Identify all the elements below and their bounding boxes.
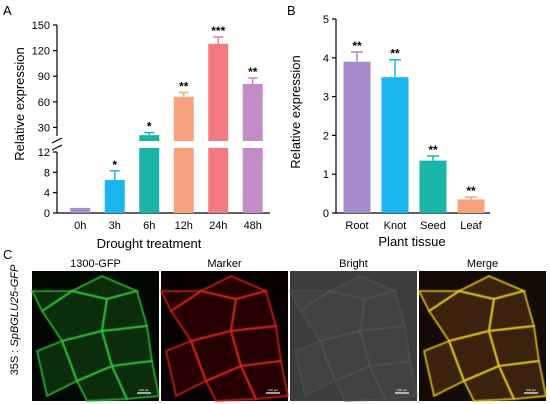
chart-a: A Relative expression Drought treatment …: [3, 3, 270, 251]
scale-bar-label: 100 µm: [268, 388, 279, 392]
chart-a-bar: [242, 83, 263, 141]
construct-label-gene: SpBGLU25-GFP: [9, 264, 21, 347]
chart-a-bars: [70, 36, 263, 213]
chart-b-bar: [381, 77, 409, 213]
chart-b-tick-labels: 0 1 2 3 4 5 ** Root ** Knot ** Seed ** Leaf: [323, 14, 483, 232]
micrograph-title: Bright: [339, 258, 368, 270]
scale-bar-label: 100 µm: [397, 388, 408, 392]
chart-a-bar-lower: [139, 148, 160, 213]
chart-a-y-tick-label: 150: [32, 20, 50, 32]
cell-outline: [110, 360, 160, 400]
chart-b-x-tick-label: Knot: [384, 220, 407, 232]
chart-b-x-axis-title: Plant tissue: [378, 234, 445, 249]
chart-b-significance: **: [390, 47, 400, 61]
micrograph-cells: [30, 275, 160, 402]
chart-a-significance: *: [147, 120, 152, 134]
micrograph-title: Marker: [207, 258, 242, 270]
chart-a-y-tick-label: 12: [38, 147, 50, 159]
micrograph-title: Merge: [467, 258, 498, 270]
micrograph-cells: [159, 275, 289, 402]
chart-b: B Relative expression Plant tissue 0 1 2 3 4…: [287, 3, 490, 249]
chart-a-significance: *: [112, 158, 117, 172]
panel-c-microscopy: C 35S : SpBGLU25-GFP 1300-GFP 100 µm Marke…: [3, 247, 547, 402]
cell-outline: [239, 360, 289, 400]
construct-label-prefix: 35S :: [9, 347, 21, 376]
chart-b-y-tick-label: 4: [323, 53, 329, 65]
chart-b-significance: **: [466, 184, 476, 198]
chart-a-bar: [70, 207, 91, 213]
chart-a-bar: [139, 135, 160, 141]
chart-a-x-tick-label: 3h: [109, 220, 121, 232]
cell-outline: [288, 290, 333, 313]
panel-letter-c: C: [3, 247, 12, 262]
chart-a-axes: [51, 24, 270, 214]
chart-a-y-tick-label: 0: [44, 208, 50, 220]
chart-a-significance: **: [179, 79, 189, 93]
chart-a-y-tick-label: 8: [44, 167, 50, 179]
cell-outline: [159, 290, 204, 313]
micrograph-title: 1300-GFP: [70, 258, 121, 270]
chart-a-x-tick-label: 12h: [175, 220, 193, 232]
chart-a-x-tick-label: 0h: [74, 220, 86, 232]
chart-b-y-tick-label: 5: [323, 14, 329, 26]
micrograph-row: 1300-GFP 100 µm Marker 100 µm Bright 100 µm Me…: [30, 258, 547, 402]
scale-bar-label: 100 µm: [526, 388, 537, 392]
chart-b-y-axis-title: Relative expression: [288, 55, 303, 168]
chart-b-y-tick-label: 1: [323, 169, 329, 181]
chart-a-x-tick-label: 24h: [209, 220, 227, 232]
panel-letter-a: A: [3, 3, 12, 18]
chart-a-bar-lower: [242, 148, 263, 213]
micrograph-cells: [288, 275, 418, 402]
chart-a-bar: [173, 96, 194, 141]
chart-b-x-tick-label: Root: [345, 220, 368, 232]
chart-a-y-tick-label: 60: [38, 97, 50, 109]
chart-a-y-axis-title: Relative expression: [12, 47, 27, 160]
cell-outline: [30, 290, 75, 313]
chart-a-significance: **: [248, 65, 258, 79]
chart-b-y-tick-label: 3: [323, 92, 329, 104]
chart-b-x-tick-label: Leaf: [460, 220, 482, 232]
chart-a-tick-labels: 0 4 8 12 30 60 90 120 150 0h * 3h * 6h ** 12h *** 24h ** 48…: [32, 20, 262, 232]
chart-b-significance: **: [352, 39, 362, 53]
cell-outline: [368, 360, 418, 400]
cell-outline: [497, 360, 547, 400]
chart-b-significance: **: [428, 143, 438, 157]
chart-a-x-tick-label: 48h: [244, 220, 262, 232]
chart-a-y-tick-label: 90: [38, 71, 50, 83]
chart-b-bar: [343, 61, 371, 214]
chart-a-bar-lower: [173, 148, 194, 213]
cell-outline: [229, 325, 282, 367]
cell-outline: [100, 325, 153, 367]
micrograph-cells: [417, 275, 547, 402]
cell-outline: [487, 325, 540, 367]
chart-a-y-tick-label: 30: [38, 122, 50, 134]
chart-a-axis-break-mark: [51, 144, 63, 151]
cell-outline: [358, 325, 411, 367]
cell-outline: [417, 290, 462, 313]
chart-b-bar: [457, 199, 485, 213]
chart-a-x-axis-title: Drought treatment: [97, 236, 202, 251]
chart-a-bar: [104, 179, 125, 213]
chart-b-x-tick-label: Seed: [420, 220, 446, 232]
chart-a-significance: ***: [211, 24, 225, 38]
construct-label: 35S : SpBGLU25-GFP: [9, 264, 21, 375]
panel-letter-b: B: [287, 3, 296, 18]
chart-a-bar-lower: [208, 148, 229, 213]
chart-b-y-tick-label: 0: [323, 208, 329, 220]
chart-a-y-tick-label: 4: [44, 188, 50, 200]
chart-a-axis-break-mark: [51, 137, 63, 144]
chart-a-x-tick-label: 6h: [143, 220, 155, 232]
chart-b-bars: [343, 51, 485, 214]
chart-b-bar: [419, 160, 447, 213]
chart-a-y-tick-label: 120: [32, 46, 50, 58]
chart-a-bar: [208, 43, 229, 141]
chart-b-y-tick-label: 2: [323, 130, 329, 142]
scale-bar-label: 100 µm: [139, 388, 150, 392]
